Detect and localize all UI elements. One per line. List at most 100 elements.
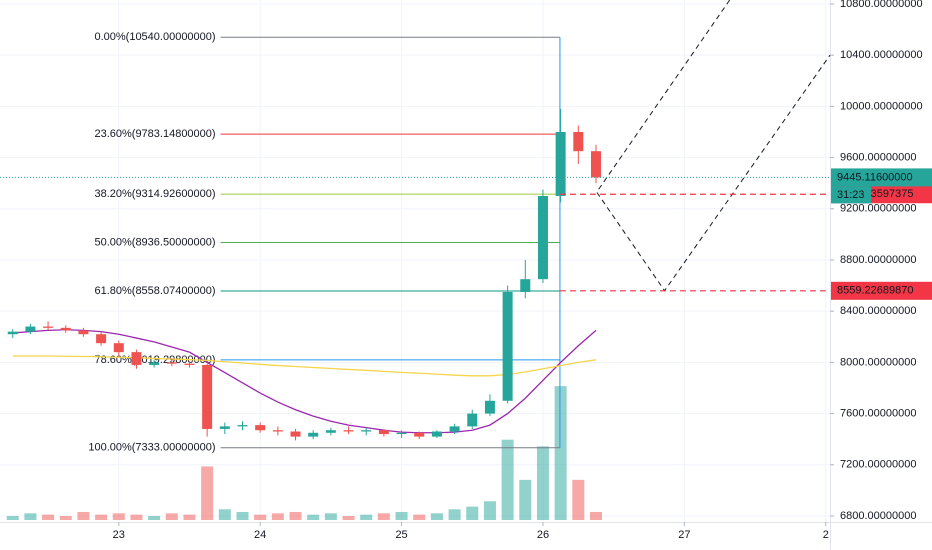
candle-body (131, 352, 142, 365)
last-price-label: 9445.11600000 (837, 171, 913, 183)
volume-bar (77, 511, 90, 520)
volume-bar (448, 509, 461, 520)
volume-bar (377, 513, 390, 520)
volume-bar (236, 511, 249, 520)
projection-line (596, 0, 831, 292)
volume-bar (519, 479, 532, 520)
candle-body (78, 330, 89, 335)
candle-body (431, 431, 442, 437)
candle-body (449, 426, 460, 432)
volume-bar (254, 514, 267, 520)
volume-bar (466, 506, 479, 520)
candle-body (7, 331, 18, 335)
moving-average (12, 355, 597, 377)
candle-body (414, 432, 425, 437)
candle-body (237, 425, 248, 427)
y-tick-label: 7200.00000000 (840, 459, 916, 471)
fib-label: 38.20%(9314.92600000) (94, 188, 215, 200)
candle-body (590, 151, 601, 178)
candle-body (25, 326, 36, 332)
volume-bar (395, 511, 408, 520)
volume-bar (554, 386, 567, 520)
candle-body (537, 195, 548, 280)
candle-body (166, 362, 177, 364)
candle-body (202, 364, 213, 429)
fib-label: 23.60%(9783.14800000) (94, 128, 215, 140)
candle-body (520, 279, 531, 292)
volume-bar (360, 514, 373, 520)
volume-bar (589, 511, 602, 520)
volume-bar (342, 515, 355, 520)
candle-body (555, 131, 566, 196)
x-tick-label: 26 (537, 529, 549, 541)
candle-body (43, 326, 54, 328)
candle-body (184, 363, 195, 365)
price-tag-label: 8559.22689870 (837, 285, 913, 297)
candle-body (467, 413, 478, 427)
volume-bar (59, 515, 72, 520)
x-tick-label: 25 (395, 529, 407, 541)
candle-body (96, 334, 107, 344)
candle-body (255, 425, 266, 431)
candle-body (219, 426, 230, 429)
moving-average (12, 329, 597, 434)
candle-body (290, 431, 301, 437)
volume-bar (536, 446, 549, 520)
candle-body (502, 291, 513, 401)
volume-bar (165, 513, 178, 520)
y-tick-label: 10400.00000000 (840, 49, 923, 61)
fib-label: 50.00%(8936.50000000) (94, 236, 215, 248)
volume-bar (413, 514, 426, 520)
candle-body (325, 430, 336, 433)
candle-body (573, 131, 584, 152)
candle-body (60, 327, 71, 331)
candle-body (272, 430, 283, 432)
y-tick-label: 8800.00000000 (840, 254, 916, 266)
candle-body (308, 432, 319, 437)
volume-bar (183, 514, 196, 520)
volume-bar (24, 513, 37, 520)
candle-body (378, 430, 389, 435)
candle-body (361, 430, 372, 432)
volume-bar (95, 514, 108, 520)
volume-bar (572, 479, 585, 520)
volume-bar (324, 513, 337, 520)
y-tick-label: 10000.00000000 (840, 100, 923, 112)
candle-body (343, 430, 354, 432)
y-tick-label: 9200.00000000 (840, 203, 916, 215)
y-tick-label: 9600.00000000 (840, 151, 916, 163)
price-tag (831, 281, 932, 300)
volume-bar (289, 511, 302, 520)
volume-bar (6, 515, 19, 520)
x-tick-label: 2 (823, 529, 829, 541)
countdown-tag (831, 186, 871, 204)
y-tick-label: 7600.00000000 (840, 407, 916, 419)
volume-bar (430, 513, 443, 520)
candle-body (113, 343, 124, 353)
x-tick-label: 23 (113, 529, 125, 541)
countdown-label: 31:23 (837, 189, 865, 201)
candle-body (484, 400, 495, 414)
last-price-tag (831, 168, 932, 187)
x-tick-label: 27 (678, 529, 690, 541)
volume-bar (483, 501, 496, 520)
candle-body (149, 362, 160, 365)
fib-label: 100.00%(7333.00000000) (88, 442, 215, 454)
volume-bar (42, 514, 55, 520)
volume-bar (201, 466, 214, 520)
fib-label: 0.00%(10540.00000000) (94, 31, 215, 43)
candle-body (396, 432, 407, 435)
y-tick-label: 8000.00000000 (840, 356, 916, 368)
y-tick-label: 10800.00000000 (840, 0, 923, 10)
volume-bar (271, 513, 284, 520)
volume-bar (148, 515, 161, 520)
volume-bar (218, 509, 231, 520)
volume-bar (307, 514, 320, 520)
volume-bar (130, 514, 143, 520)
volume-bar (501, 439, 514, 520)
x-tick-label: 24 (254, 529, 266, 541)
y-tick-label: 8400.00000000 (840, 305, 916, 317)
y-tick-label: 6800.00000000 (840, 510, 916, 522)
